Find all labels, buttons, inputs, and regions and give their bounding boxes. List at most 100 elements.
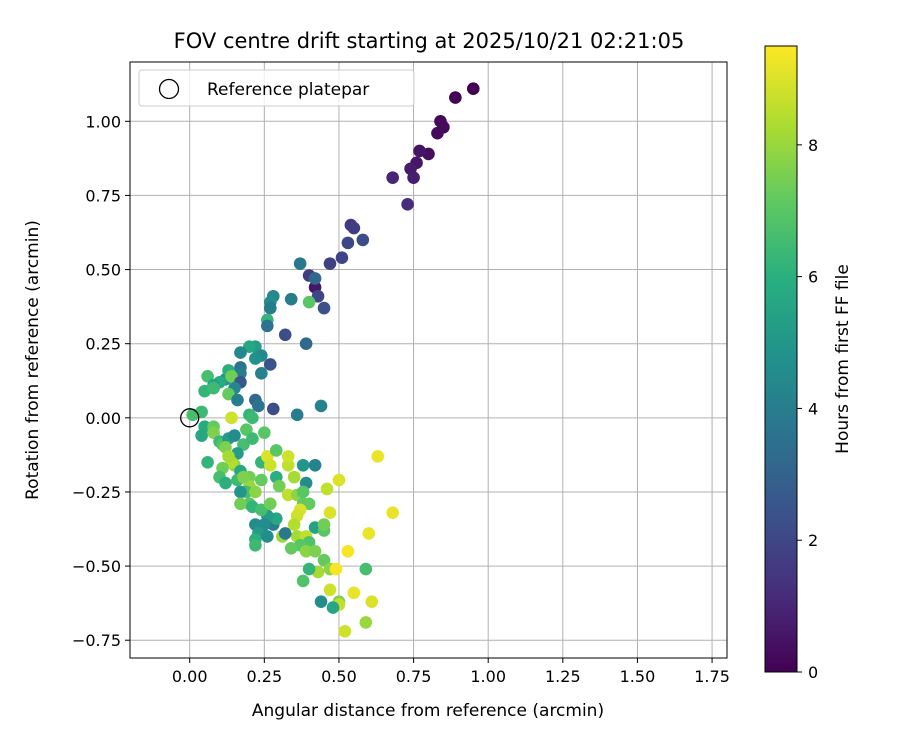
data-point (246, 432, 259, 445)
data-point (431, 126, 444, 140)
data-point (317, 301, 331, 315)
colorbar-tick-label: 4 (808, 399, 818, 418)
data-point (302, 295, 316, 309)
data-point (255, 473, 268, 487)
colorbar-tick-label: 8 (808, 136, 818, 155)
data-point (201, 455, 214, 469)
x-tick-label: 0.75 (396, 667, 432, 686)
data-point (258, 518, 271, 531)
data-points (186, 82, 480, 638)
data-point (365, 595, 379, 608)
data-point (299, 337, 313, 350)
y-tick-label: 1.00 (85, 112, 121, 131)
y-tick-label: −0.50 (72, 557, 121, 576)
data-point (359, 616, 373, 629)
data-point (323, 583, 337, 597)
y-tick-label: 0.00 (85, 409, 121, 428)
colorbar-tick-label: 0 (808, 663, 818, 682)
data-point (347, 586, 361, 600)
data-point (338, 625, 352, 638)
data-point (308, 458, 322, 472)
data-point (195, 429, 208, 442)
data-point (222, 450, 235, 463)
data-point (261, 530, 274, 543)
data-point (278, 328, 292, 342)
data-point (326, 601, 340, 614)
data-point (263, 458, 277, 472)
y-axis-label: Rotation from reference (arcmin) (23, 220, 43, 500)
data-point (269, 444, 283, 457)
data-point (207, 381, 220, 395)
data-point (311, 289, 325, 303)
data-point (323, 506, 337, 520)
y-axis-ticks: −0.75 −0.50 −0.25 0.00 0.25 0.50 0.75 1.00 (72, 112, 130, 650)
data-point (335, 251, 349, 265)
data-point (308, 544, 322, 558)
colorbar-label: Hours from first FF file (833, 264, 853, 454)
data-point (386, 171, 399, 184)
data-point (281, 450, 295, 463)
x-axis-ticks: 0.00 0.25 0.50 0.75 1.00 1.25 1.50 1.75 (172, 658, 730, 686)
data-point (407, 171, 420, 184)
data-point (240, 423, 253, 436)
data-point (225, 370, 238, 383)
data-point (413, 144, 426, 158)
data-point (302, 562, 316, 576)
data-point (296, 485, 310, 499)
data-point (293, 257, 307, 270)
colorbar-gradient (764, 45, 798, 673)
data-point (255, 367, 268, 380)
data-point (252, 399, 265, 413)
legend: Reference platepar (138, 69, 415, 107)
x-tick-label: 1.50 (620, 667, 656, 686)
data-point (302, 497, 316, 511)
data-point (225, 411, 238, 425)
plot-frame (129, 61, 728, 659)
data-point (359, 562, 373, 576)
data-point (401, 198, 414, 211)
colorbar-tick-label: 2 (808, 531, 818, 550)
data-point (272, 479, 286, 493)
data-point (290, 408, 304, 422)
reference-platepar-marker (180, 408, 200, 428)
x-axis-label: Angular distance from reference (arcmin) (252, 701, 604, 721)
data-point (341, 236, 355, 250)
chart-title: FOV centre drift starting at 2025/10/21 … (174, 29, 685, 53)
data-point (314, 399, 328, 413)
data-point (320, 482, 334, 496)
colorbar-tick-label: 6 (808, 268, 818, 287)
data-point (284, 541, 298, 555)
data-point (356, 233, 370, 247)
legend-label: Reference platepar (207, 80, 369, 100)
data-point (362, 527, 376, 540)
x-tick-label: 1.75 (694, 667, 730, 686)
data-point (281, 458, 295, 472)
y-tick-label: 0.50 (85, 261, 121, 280)
data-point (332, 473, 346, 487)
data-point (249, 352, 262, 365)
data-point (296, 574, 310, 588)
y-tick-label: −0.25 (72, 483, 121, 502)
y-tick-label: −0.75 (72, 631, 121, 650)
data-point (466, 82, 480, 95)
data-point (201, 370, 214, 383)
colorbar: 0 2 4 6 8 Hours from first FF file (764, 45, 853, 682)
data-point (258, 426, 271, 439)
legend-box (138, 69, 415, 107)
data-point (243, 340, 256, 353)
data-point (329, 562, 343, 576)
x-tick-label: 0.00 (172, 667, 208, 686)
x-tick-label: 0.25 (247, 667, 283, 686)
y-tick-label: 0.75 (85, 186, 121, 205)
data-point (386, 506, 399, 520)
data-point (237, 438, 250, 451)
data-point (347, 221, 361, 235)
data-point (287, 470, 301, 484)
data-point (449, 91, 462, 104)
data-point (231, 393, 244, 407)
data-point (317, 518, 331, 531)
data-point (261, 319, 274, 333)
data-point (249, 539, 262, 552)
data-point (308, 272, 322, 285)
